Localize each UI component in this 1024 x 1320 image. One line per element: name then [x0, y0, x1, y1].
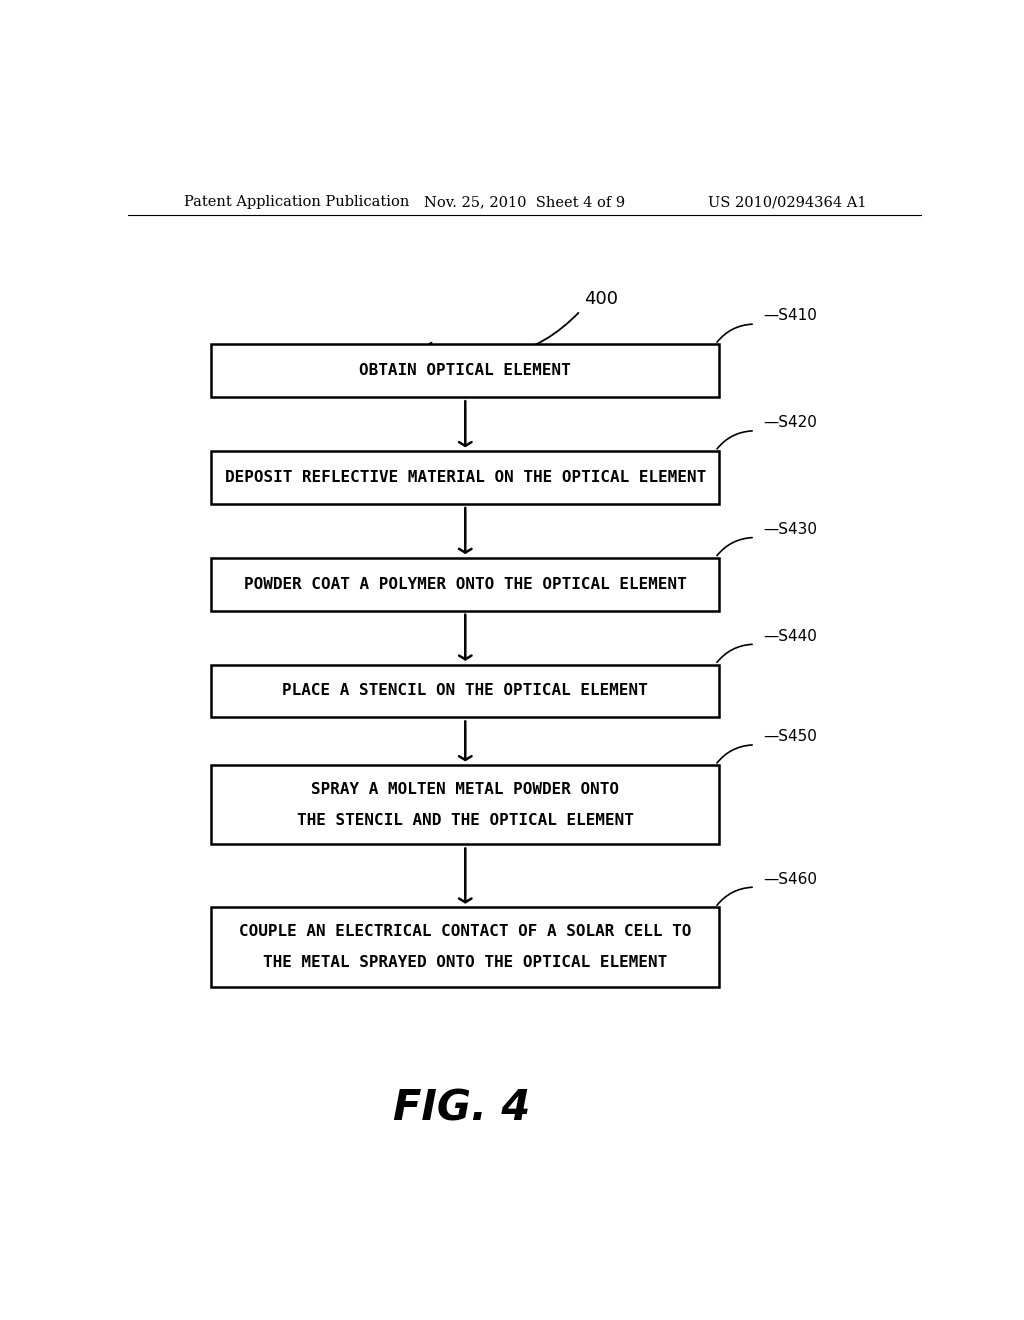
Text: PLACE A STENCIL ON THE OPTICAL ELEMENT: PLACE A STENCIL ON THE OPTICAL ELEMENT — [283, 684, 648, 698]
Text: FIG. 4: FIG. 4 — [392, 1088, 530, 1130]
FancyBboxPatch shape — [211, 664, 719, 718]
Text: THE METAL SPRAYED ONTO THE OPTICAL ELEMENT: THE METAL SPRAYED ONTO THE OPTICAL ELEME… — [263, 954, 668, 970]
Text: COUPLE AN ELECTRICAL CONTACT OF A SOLAR CELL TO: COUPLE AN ELECTRICAL CONTACT OF A SOLAR … — [239, 924, 691, 940]
Text: OBTAIN OPTICAL ELEMENT: OBTAIN OPTICAL ELEMENT — [359, 363, 571, 379]
FancyBboxPatch shape — [211, 558, 719, 611]
Text: Nov. 25, 2010  Sheet 4 of 9: Nov. 25, 2010 Sheet 4 of 9 — [424, 195, 626, 209]
Text: —S420: —S420 — [763, 416, 817, 430]
Text: —S440: —S440 — [763, 628, 817, 644]
FancyBboxPatch shape — [211, 766, 719, 845]
Text: US 2010/0294364 A1: US 2010/0294364 A1 — [708, 195, 866, 209]
Text: Patent Application Publication: Patent Application Publication — [183, 195, 409, 209]
FancyBboxPatch shape — [211, 907, 719, 987]
Text: SPRAY A MOLTEN METAL POWDER ONTO: SPRAY A MOLTEN METAL POWDER ONTO — [311, 781, 620, 797]
Text: THE STENCIL AND THE OPTICAL ELEMENT: THE STENCIL AND THE OPTICAL ELEMENT — [297, 813, 634, 828]
Text: DEPOSIT REFLECTIVE MATERIAL ON THE OPTICAL ELEMENT: DEPOSIT REFLECTIVE MATERIAL ON THE OPTIC… — [224, 470, 706, 484]
FancyBboxPatch shape — [211, 345, 719, 397]
Text: —S410: —S410 — [763, 309, 817, 323]
Text: 400: 400 — [585, 289, 618, 308]
Text: —S430: —S430 — [763, 521, 817, 537]
FancyBboxPatch shape — [211, 451, 719, 504]
Text: —S450: —S450 — [763, 729, 817, 744]
Text: POWDER COAT A POLYMER ONTO THE OPTICAL ELEMENT: POWDER COAT A POLYMER ONTO THE OPTICAL E… — [244, 577, 687, 591]
Text: —S460: —S460 — [763, 871, 817, 887]
